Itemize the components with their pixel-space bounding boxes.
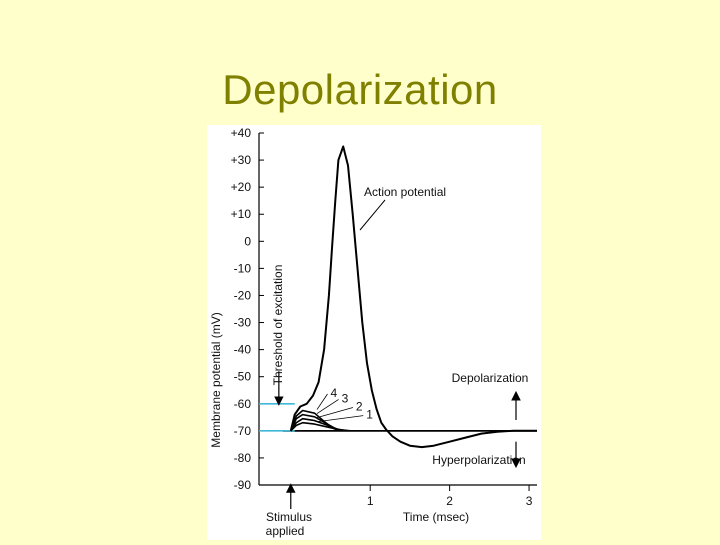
action-potential-chart: +40 +30 +20 +10 0 -10 -20 -30 -40 -50 -60 -70 -80 -90… <box>209 126 537 538</box>
action-potential-curve <box>289 145 537 449</box>
depolarization-label: Depolarization <box>452 371 529 385</box>
y-axis-label: Membrane potential (mV) <box>209 312 223 447</box>
y-tick-label: -60 <box>234 397 252 411</box>
axes <box>258 133 537 486</box>
y-tick-label: -50 <box>234 370 252 384</box>
slide-title: Depolarization <box>222 66 498 113</box>
hyperpolarization-label: Hyperpolarization <box>432 453 525 467</box>
y-tick-label: -30 <box>234 316 252 330</box>
annotations: Membrane potential (mV) Threshold of exc… <box>209 185 528 538</box>
subthreshold-leader-4 <box>316 393 328 410</box>
threshold-label: Threshold of excitation <box>271 265 285 386</box>
threshold-markers <box>259 371 295 432</box>
subthreshold-label-4: 4 <box>330 386 337 400</box>
curves <box>289 145 537 449</box>
stimulus-label-line2: applied <box>266 524 305 538</box>
subthreshold-label-2: 2 <box>356 400 363 414</box>
y-tick-label: -90 <box>234 478 252 492</box>
action-potential-leader <box>359 199 386 231</box>
x-axis-ticks: 1 2 3 <box>290 485 533 508</box>
stimulus-label-line1: Stimulus <box>266 510 312 524</box>
y-tick-label: -40 <box>234 343 252 357</box>
action-potential-figure: +40 +30 +20 +10 0 -10 -20 -30 -40 -50 -60 -70 -80 -90… <box>207 125 541 540</box>
y-tick-label: -80 <box>234 451 252 465</box>
subthreshold-leader-1 <box>316 415 364 423</box>
action-potential-label: Action potential <box>364 185 446 199</box>
y-axis-ticks: +40 +30 +20 +10 0 -10 -20 -30 -40 -50 -60 -70 -80 -90 <box>231 126 264 492</box>
subthreshold-curve-4 <box>290 409 339 432</box>
subthreshold-label-3: 3 <box>342 391 349 405</box>
y-tick-label: -70 <box>234 424 252 438</box>
y-tick-label: -10 <box>234 261 252 275</box>
y-tick-label: +10 <box>231 207 252 221</box>
subthreshold-leader-2 <box>316 407 354 419</box>
y-tick-label: 0 <box>244 234 251 248</box>
subthreshold-label-1: 1 <box>366 408 373 422</box>
y-tick-label: +40 <box>231 126 252 140</box>
subthreshold-leader-3 <box>316 399 339 414</box>
x-axis-label: Time (msec) <box>403 510 469 524</box>
y-tick-label: +30 <box>231 153 252 167</box>
x-tick-label: 2 <box>446 494 453 508</box>
x-tick-label: 1 <box>367 494 374 508</box>
y-tick-label: -20 <box>234 288 252 302</box>
y-tick-label: +20 <box>231 180 252 194</box>
x-tick-label: 3 <box>526 494 533 508</box>
